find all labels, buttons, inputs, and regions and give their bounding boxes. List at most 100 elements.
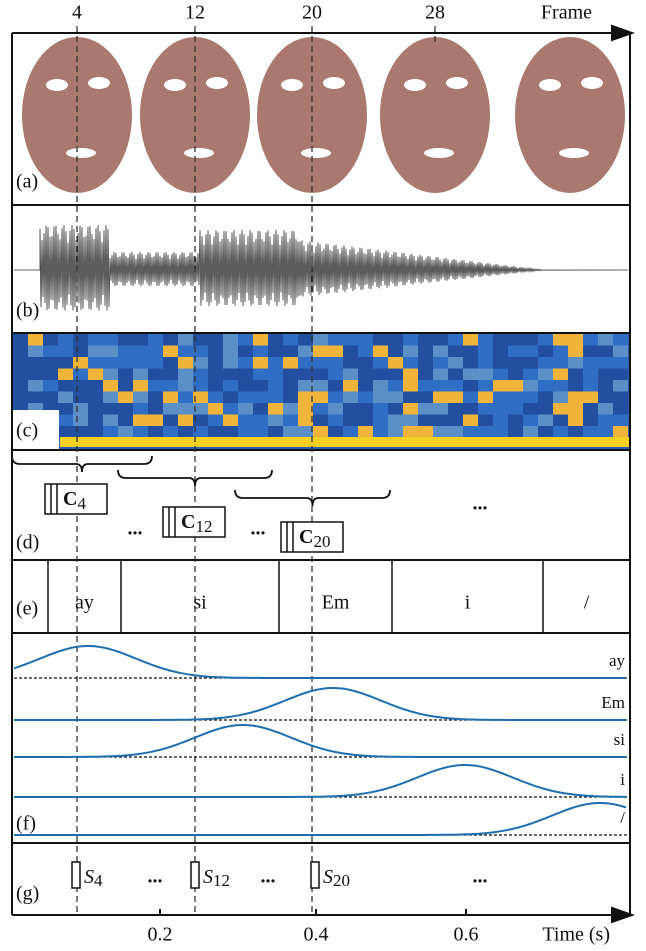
eye <box>404 79 426 91</box>
eye <box>281 79 303 91</box>
spectrogram-band <box>60 437 629 447</box>
spectrogram-cell <box>433 380 448 392</box>
output-label: S20 <box>323 866 350 890</box>
spectrogram-cell <box>73 368 88 380</box>
spectrogram-cell <box>73 426 88 438</box>
ellipsis: ... <box>473 866 488 888</box>
spectrogram-cell <box>298 426 313 438</box>
spectrogram-cell <box>43 391 58 403</box>
spectrogram-cell <box>433 368 448 380</box>
spectrogram-cell <box>523 414 538 426</box>
spectrogram-cell <box>343 368 358 380</box>
weight-curve <box>14 724 626 758</box>
spectrogram-cell <box>493 345 508 357</box>
curve-label: ay <box>609 651 626 670</box>
spectrogram-cell <box>118 380 133 392</box>
spectrogram-cell <box>478 414 493 426</box>
spectrogram-cell <box>568 357 583 369</box>
spectrogram-cell <box>538 357 553 369</box>
spectrogram-cell <box>43 368 58 380</box>
eye <box>446 77 468 89</box>
spectrogram-cell <box>118 391 133 403</box>
spectrogram-cell <box>448 357 463 369</box>
curve-label: si <box>614 730 626 749</box>
spectrogram-cell <box>358 345 373 357</box>
spectrogram-cell <box>403 426 418 438</box>
weight-curve <box>13 645 626 679</box>
spectrogram-cell <box>298 334 313 346</box>
spectrogram-cell <box>583 391 598 403</box>
spectrogram-cell <box>58 403 73 415</box>
spectrogram-cell <box>538 380 553 392</box>
spectrogram-cell <box>148 345 163 357</box>
spectrogram-cell <box>238 414 253 426</box>
spectrogram-cell <box>193 345 208 357</box>
spectrogram-cell <box>403 345 418 357</box>
window-label: C4 <box>63 488 86 513</box>
spectrogram-cell <box>463 391 478 403</box>
spectrogram-cell <box>313 403 328 415</box>
spectrogram-cell <box>238 380 253 392</box>
spectrogram-cell <box>568 403 583 415</box>
spectrogram-cell <box>568 426 583 438</box>
spectrogram-cell <box>208 334 223 346</box>
spectrogram-cell <box>148 391 163 403</box>
spectrogram-cell <box>433 357 448 369</box>
window-box <box>280 521 344 553</box>
spectrogram-cell <box>493 357 508 369</box>
brace <box>234 489 391 507</box>
spectrogram-cell <box>268 426 283 438</box>
spectrogram-cell <box>118 414 133 426</box>
spectrogram-cell <box>583 380 598 392</box>
spectrogram-cell <box>343 357 358 369</box>
spectrogram-cell <box>448 403 463 415</box>
curve-label: / <box>620 808 625 827</box>
output-box <box>310 861 320 889</box>
spectrogram-cell <box>103 368 118 380</box>
spectrogram-cell <box>553 334 568 346</box>
spectrogram-cell <box>463 380 478 392</box>
spectrogram-cell <box>493 380 508 392</box>
spectrogram-cell <box>403 334 418 346</box>
spectrogram-corner <box>13 410 59 449</box>
spectrogram-cell <box>388 426 403 438</box>
spectrogram-cell <box>268 334 283 346</box>
spectrogram-cell <box>283 414 298 426</box>
spectrogram-cell <box>163 403 178 415</box>
spectrogram-cell <box>373 414 388 426</box>
output-label: S4 <box>84 866 103 890</box>
spectrogram-cell <box>298 345 313 357</box>
spectrogram-cell <box>493 391 508 403</box>
spectrogram-cell <box>373 426 388 438</box>
spectrogram-cell <box>373 368 388 380</box>
spectrogram-cell <box>223 414 238 426</box>
spectrogram-cell <box>508 345 523 357</box>
eye <box>323 77 345 89</box>
spectrogram-cell <box>343 345 358 357</box>
window-index: 4 <box>77 494 86 513</box>
spectrogram-cell <box>118 357 133 369</box>
spectrogram-cell <box>118 426 133 438</box>
spectrogram-cell <box>583 414 598 426</box>
spectrogram-cell <box>508 426 523 438</box>
spectrogram-cell <box>58 368 73 380</box>
spectrogram-cell <box>523 391 538 403</box>
spectrogram-cell <box>253 414 268 426</box>
spectrogram-cell <box>418 426 433 438</box>
phoneme-label: / <box>584 592 590 614</box>
spectrogram-cell <box>568 345 583 357</box>
spectrogram-cell <box>373 334 388 346</box>
spectrogram-cell <box>553 368 568 380</box>
spectrogram-cell <box>373 380 388 392</box>
spectrogram-cell <box>343 403 358 415</box>
eye <box>88 77 110 89</box>
spectrogram-cell <box>478 345 493 357</box>
spectrogram-cell <box>508 334 523 346</box>
spectrogram-cell <box>208 368 223 380</box>
output-box <box>71 861 81 889</box>
spectrogram-cell <box>553 345 568 357</box>
spectrogram-cell <box>508 380 523 392</box>
eye <box>164 79 186 91</box>
spectrogram-cell <box>418 414 433 426</box>
phoneme-label: ay <box>75 592 94 614</box>
